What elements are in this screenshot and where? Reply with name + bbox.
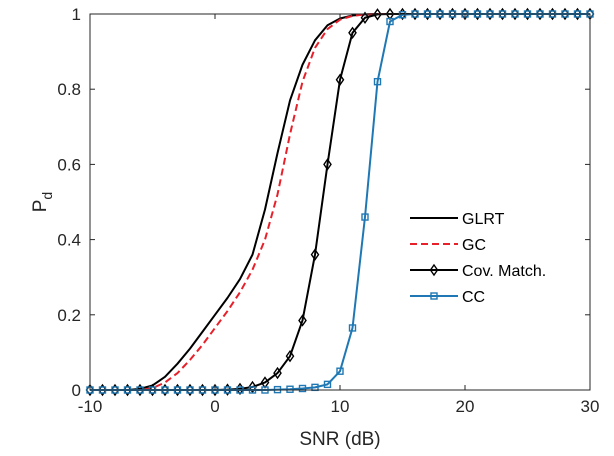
series-2-point <box>248 380 257 394</box>
series-2-point <box>335 73 345 87</box>
x-tick-label: 20 <box>456 397 475 416</box>
y-tick-label: 1 <box>72 5 81 24</box>
series-2-point <box>298 314 307 327</box>
series-3-point <box>286 385 294 393</box>
legend-label-3: CC <box>462 289 485 306</box>
series-line-1 <box>90 13 590 391</box>
series-3-point <box>361 213 369 221</box>
series-3-point <box>323 380 332 389</box>
series-2-point <box>360 11 370 24</box>
x-tick-label: -10 <box>78 397 103 416</box>
series-2-point <box>323 158 332 171</box>
series-2-point <box>310 248 320 261</box>
series-2-point <box>348 26 357 40</box>
series-2-point <box>285 349 295 363</box>
y-tick-label: 0.6 <box>57 155 81 174</box>
plot-area <box>90 14 590 390</box>
legend-label-0: GLRT <box>462 211 505 228</box>
y-axis-title-sub: d <box>39 192 55 200</box>
x-axis-title: SNR (dB) <box>299 429 380 450</box>
legend-marker-3 <box>430 292 438 300</box>
legend: GLRT GC Cov. Match. CC <box>410 211 546 306</box>
y-tick-label: 0.4 <box>57 231 81 250</box>
series-3-point <box>386 17 394 26</box>
series-3-point <box>373 77 382 86</box>
x-tick-label: 0 <box>210 397 219 416</box>
legend-marker-2 <box>429 263 439 277</box>
y-tick-label: 0 <box>72 381 81 400</box>
series-3-point <box>398 11 407 19</box>
x-tick-label: 10 <box>331 397 350 416</box>
svg-text:Pd: Pd <box>30 192 55 212</box>
series-3-point <box>336 367 344 375</box>
x-tick-label: 30 <box>581 397 600 416</box>
y-axis-title-main: P <box>30 200 51 213</box>
series-3-point <box>348 324 357 332</box>
y-axis-title: Pd <box>30 192 55 212</box>
series-2-point <box>373 8 382 21</box>
series-2-point <box>273 366 282 380</box>
series-3-point <box>298 384 307 393</box>
y-tick-label: 0.8 <box>57 80 81 99</box>
y-tick-label: 0.2 <box>57 306 81 325</box>
legend-label-1: GC <box>462 237 486 254</box>
legend-label-2: Cov. Match. <box>462 263 546 280</box>
